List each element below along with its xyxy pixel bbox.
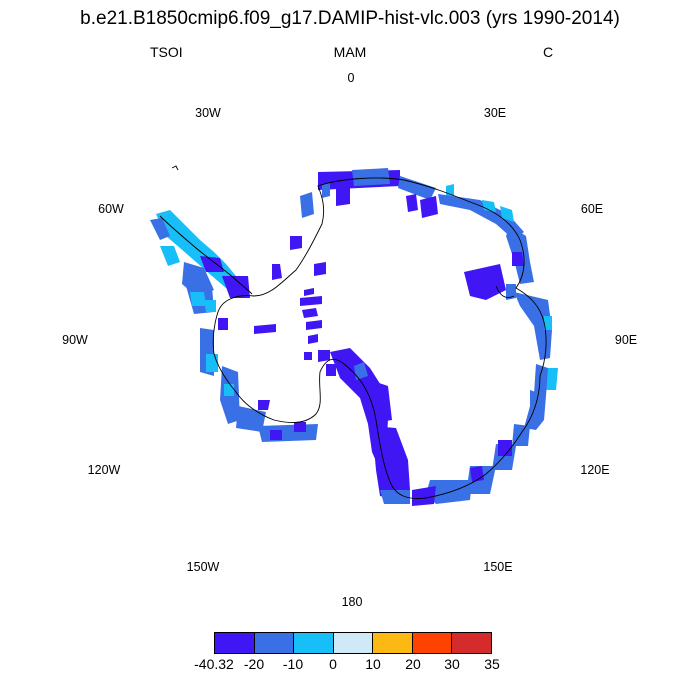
colorbar-box-2 [254, 633, 295, 653]
field-cell [150, 218, 170, 240]
variable-label: TSOI [150, 44, 183, 60]
field-cell [290, 236, 302, 250]
field-cell [224, 384, 234, 396]
lon-label-90e: 90E [614, 333, 638, 347]
field-cell [336, 180, 350, 206]
field-cell [318, 350, 330, 362]
field-cell [218, 318, 228, 330]
colorbar-tick-label: -10 [282, 656, 304, 672]
units-label: C [543, 44, 554, 60]
colorbar-tick-label: 0 [329, 656, 337, 672]
lon-label-60e: 60E [580, 202, 604, 216]
lon-label-90w: 90W [62, 333, 88, 347]
field-cell [272, 264, 282, 280]
field-cell [200, 256, 224, 272]
field-cell [544, 316, 552, 330]
field-cell [420, 196, 438, 218]
coastline [159, 165, 547, 499]
colorbar [214, 632, 492, 654]
field-cell [156, 210, 244, 294]
field-cell [354, 362, 368, 380]
colorbar-box-4 [333, 633, 374, 653]
field-cell [370, 380, 392, 422]
field-cell [304, 288, 314, 296]
lon-label-30w: 30W [195, 106, 221, 120]
field-cell [308, 334, 318, 344]
field-cell [206, 354, 218, 372]
lon-label-0: 0 [347, 71, 355, 85]
lon-label-150w: 150W [186, 560, 220, 574]
field-cell [380, 490, 410, 504]
field-cell [306, 320, 322, 330]
field-cell [322, 182, 330, 198]
colorbar-box-5 [373, 633, 413, 653]
island-outline [171, 165, 179, 171]
colorbar-box-3 [294, 633, 334, 653]
field-cell [190, 292, 206, 306]
lon-label-180: 180 [341, 595, 363, 609]
field-cell [304, 352, 312, 360]
field-cell [498, 440, 512, 456]
season-label: MAM [333, 44, 367, 60]
lon-label-30e: 30E [483, 106, 507, 120]
colorbar-box-1 [215, 633, 255, 653]
colorbar-tick-label: 30 [444, 656, 460, 672]
field-cell [534, 364, 548, 396]
lon-label-120e: 120E [580, 463, 610, 477]
field-cell [464, 264, 506, 300]
colorbar-box-7 [452, 633, 492, 653]
field-cell [222, 276, 250, 298]
field-cell [352, 168, 390, 186]
lon-label-150e: 150E [483, 560, 513, 574]
field-cell [406, 194, 418, 212]
field-cell [300, 296, 322, 306]
field-cell [412, 486, 436, 506]
field-cell [372, 426, 410, 500]
colorbar-tick-label: 20 [405, 656, 421, 672]
field-cell [302, 308, 318, 318]
field-cell [258, 400, 270, 410]
lon-label-60w: 60W [98, 202, 124, 216]
lon-label-120w: 120W [87, 463, 121, 477]
field-cell [512, 252, 524, 266]
plot-title: b.e21.B1850cmip6.f09_g17.DAMIP-hist-vlc.… [80, 8, 620, 29]
continent-outline [212, 177, 547, 499]
field-cell [438, 194, 524, 240]
colorbar-tick-label: -40.32 [194, 656, 234, 672]
field-cell [270, 430, 282, 440]
colorbar-box-6 [412, 633, 453, 653]
field-cell [204, 300, 216, 312]
amery-outline [495, 285, 515, 298]
field-cell [446, 184, 454, 198]
field-cell [254, 324, 276, 334]
field-cell [398, 176, 436, 200]
field-cell [500, 206, 514, 222]
field-cell [160, 246, 180, 266]
field-cell [546, 368, 558, 390]
colorbar-tick-label: 10 [365, 656, 381, 672]
field-cell [294, 422, 306, 432]
field-cell [258, 424, 318, 442]
field-cell [326, 364, 336, 376]
colorbar-tick-label: 35 [484, 656, 500, 672]
field-cell [514, 292, 552, 360]
peninsula-outline [159, 215, 253, 295]
field-cell [300, 192, 314, 218]
field-cell [482, 200, 496, 212]
soil-temperature-field [150, 168, 558, 506]
field-cell [314, 262, 326, 276]
colorbar-tick-label: -20 [243, 656, 265, 672]
